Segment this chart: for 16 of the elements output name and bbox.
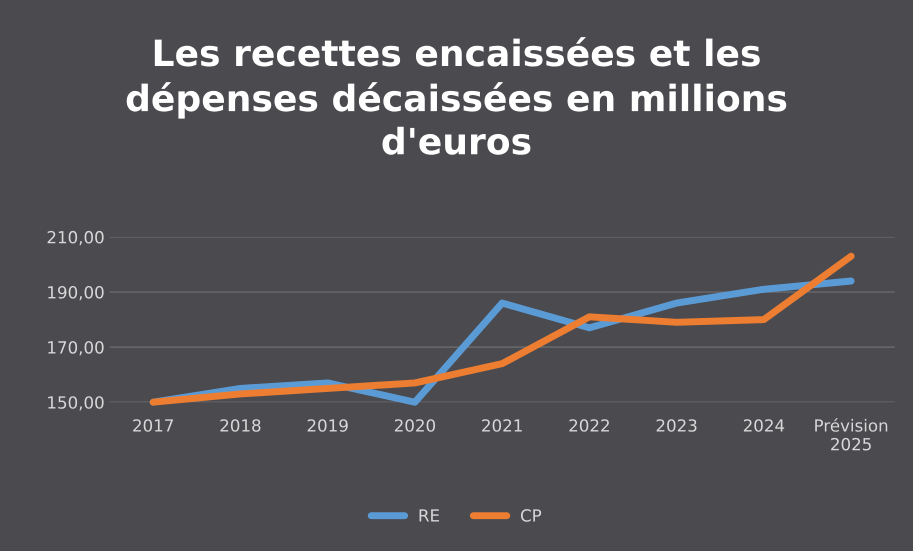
- x-tick-label: 2020: [394, 419, 436, 432]
- x-tick-label: 2019: [308, 419, 348, 432]
- x-tick-label: Prévision 2025: [815, 418, 888, 450]
- y-tick-label: 150,00: [48, 396, 104, 410]
- x-tick-label: 2017: [133, 419, 173, 432]
- x-tick-label: 2024: [744, 419, 784, 432]
- chart-title: Les recettes encaissées et les dépenses décaissées en millions d'euros: [126, 37, 786, 155]
- x-tick-label: 2023: [656, 419, 697, 432]
- y-tick-label: 190,00: [48, 286, 104, 300]
- y-tick-label: 170,00: [48, 341, 104, 356]
- x-tick-label: 2018: [220, 419, 260, 432]
- x-tick-label: 2021: [482, 419, 522, 432]
- legend-label: CP: [520, 509, 542, 522]
- y-tick-label: 210,00: [48, 230, 104, 246]
- legend-label: RE: [420, 509, 439, 522]
- x-tick-label: 2022: [569, 419, 609, 432]
